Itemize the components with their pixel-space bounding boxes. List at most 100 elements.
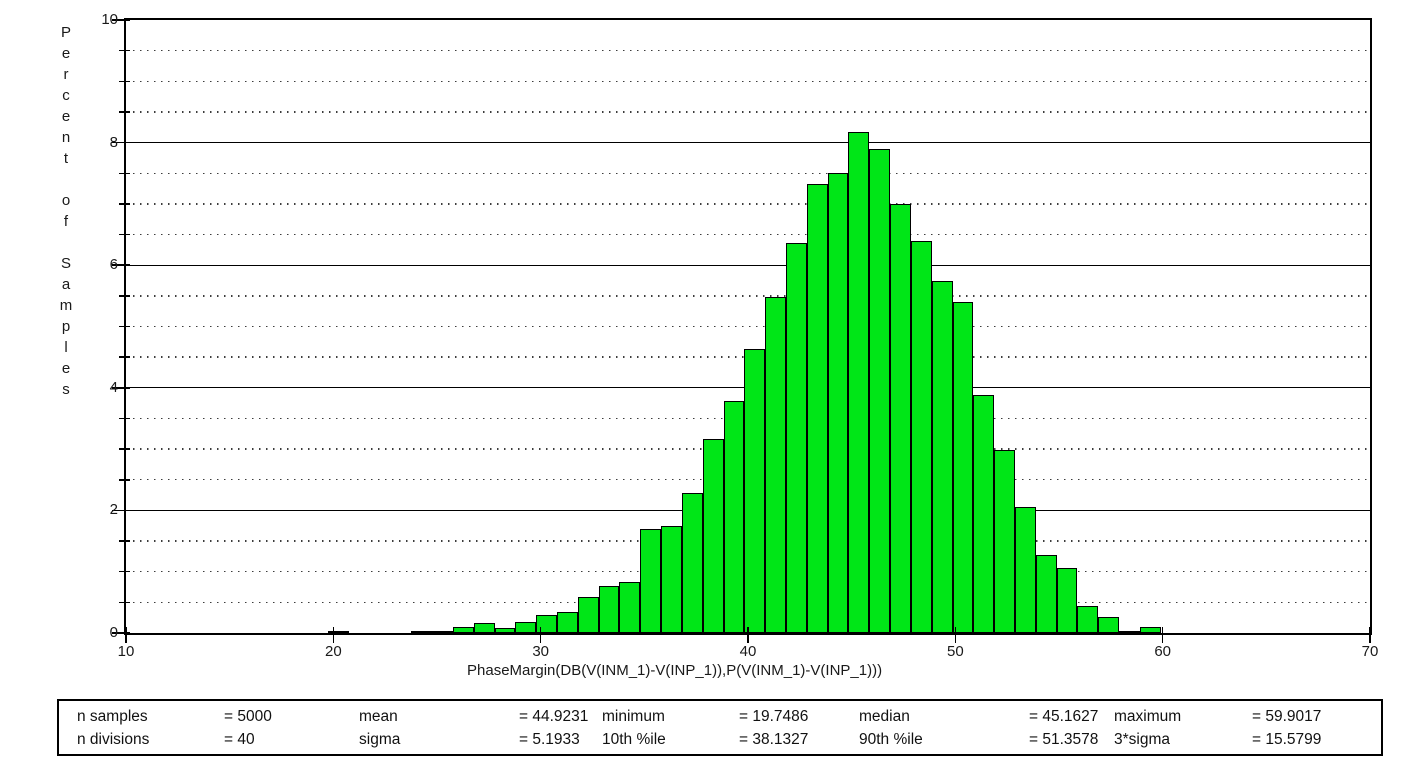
histogram-bar <box>806 184 828 633</box>
y-minor-tick <box>119 570 130 573</box>
histogram-bar <box>1119 630 1140 633</box>
y-axis-title-char <box>56 169 76 190</box>
y-minor-tick <box>119 540 130 542</box>
stats-value: = 59.9017 <box>1252 708 1322 725</box>
histogram-bar <box>1014 506 1036 633</box>
y-minor-tick <box>119 49 130 52</box>
histogram-bar <box>1056 568 1078 633</box>
y-axis-title-char: t <box>63 150 69 167</box>
y-axis-title-char: n <box>61 129 71 146</box>
y-major-tick <box>112 387 130 389</box>
y-axis-title-char: P <box>60 24 71 41</box>
stats-value: = 5.1933 <box>519 731 580 748</box>
y-minor-tick <box>119 233 130 236</box>
gridline-major <box>126 141 1370 144</box>
x-major-tick <box>1161 627 1164 643</box>
stats-label: 10th %ile <box>602 731 666 748</box>
y-axis-title-char: p <box>61 318 71 335</box>
y-minor-tick <box>119 203 130 205</box>
histogram-bar <box>411 630 433 633</box>
histogram-bar <box>848 131 870 633</box>
y-axis-title-char: o <box>61 192 71 209</box>
y-axis-title-char: l <box>64 339 68 356</box>
x-major-tick <box>332 627 335 643</box>
histogram-bar <box>744 348 766 633</box>
y-major-tick <box>112 264 130 266</box>
histogram-bar <box>994 450 1015 633</box>
stats-value: = 40 <box>224 731 255 748</box>
y-minor-tick <box>119 325 130 328</box>
y-major-tick <box>112 19 130 21</box>
x-tick-label: 10 <box>117 643 135 660</box>
stats-label: n samples <box>77 708 148 725</box>
x-major-tick <box>539 627 542 643</box>
gridline-minor <box>126 233 1370 236</box>
histogram-bar <box>661 526 682 633</box>
y-axis-title-char: e <box>61 360 71 377</box>
histogram-bar <box>515 621 537 633</box>
y-minor-tick <box>119 417 130 420</box>
histogram-bar <box>952 301 974 633</box>
stats-value: = 45.1627 <box>1029 708 1099 725</box>
y-axis-title-char <box>56 232 76 253</box>
stats-value: = 51.3578 <box>1029 731 1099 748</box>
histogram-bar <box>1098 617 1119 633</box>
y-minor-tick <box>119 448 130 450</box>
x-tick-label: 30 <box>532 643 549 660</box>
x-tick-label: 40 <box>739 643 757 660</box>
x-tick-label: 60 <box>1154 643 1171 660</box>
y-major-tick <box>112 632 130 634</box>
stats-label: sigma <box>359 731 401 748</box>
histogram-bar <box>619 581 641 633</box>
x-major-tick <box>1369 627 1371 643</box>
histogram-bar <box>577 597 599 633</box>
y-axis-title-char: f <box>63 213 69 230</box>
stats-value: = 19.7486 <box>739 708 809 725</box>
histogram-bar <box>890 203 911 633</box>
histogram-bar <box>1139 626 1161 633</box>
gridline-minor <box>126 325 1370 328</box>
histogram-bar <box>681 493 703 633</box>
y-major-tick <box>112 141 130 144</box>
y-minor-tick <box>119 356 130 358</box>
histogram-bar <box>598 586 620 633</box>
gridline-minor <box>126 172 1370 174</box>
histogram-bar <box>1077 606 1099 633</box>
y-axis-title-char: S <box>60 255 71 272</box>
histogram-bar <box>910 240 932 633</box>
y-minor-tick <box>119 172 130 174</box>
gridline-minor <box>126 49 1370 52</box>
histogram-bar <box>723 401 745 633</box>
statistics-box: n samples = 5000 mean = 44.9231 minimum = 19.… <box>57 699 1383 756</box>
y-tick-label: 8 <box>109 133 118 151</box>
y-tick-label: 6 <box>109 256 118 274</box>
stats-label: n divisions <box>77 731 150 748</box>
y-minor-tick <box>119 80 130 83</box>
stats-label: median <box>859 708 910 725</box>
histogram-bar <box>557 612 578 633</box>
histogram-bar <box>931 281 953 633</box>
y-tick-label: 2 <box>109 501 118 519</box>
y-axis-title-char: e <box>61 45 71 62</box>
y-tick-label: 0 <box>109 624 118 641</box>
y-minor-tick <box>119 479 130 481</box>
gridline-minor <box>126 80 1370 82</box>
histogram-bar <box>536 614 558 633</box>
stats-value: = 5000 <box>224 708 272 725</box>
stats-value: = 44.9231 <box>519 708 589 725</box>
y-axis-title-char: s <box>62 381 70 398</box>
histogram-bar <box>869 148 891 633</box>
y-axis-title-char: c <box>62 87 70 104</box>
histogram-bar <box>765 297 786 633</box>
stats-label: minimum <box>602 708 665 725</box>
stats-label: 90th %ile <box>859 731 923 748</box>
y-minor-tick <box>119 601 130 604</box>
histogram-bar <box>328 630 349 633</box>
histogram-bar <box>786 243 807 633</box>
x-major-tick <box>747 627 749 643</box>
x-tick-label: 20 <box>324 643 342 660</box>
gridline-minor <box>126 295 1370 297</box>
histogram-bar <box>640 528 662 633</box>
x-axis-title: PhaseMargin(DB(V(INM_1)-V(INP_1)),P(V(IN… <box>467 662 883 679</box>
x-tick-label: 50 <box>946 643 964 660</box>
